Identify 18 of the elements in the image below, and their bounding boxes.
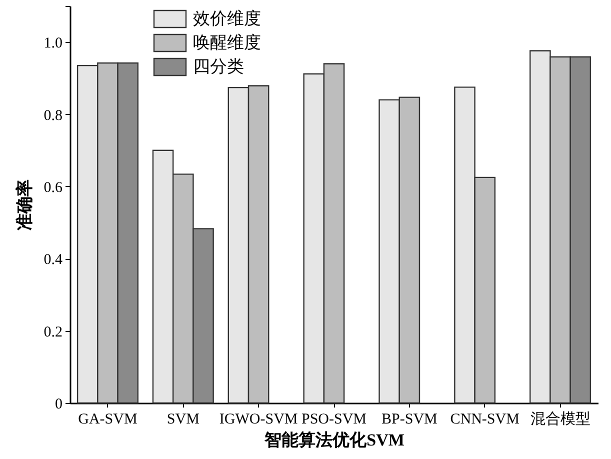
y-tick-label: 0.4 bbox=[44, 252, 63, 268]
y-tick-label: 0.6 bbox=[44, 180, 63, 196]
x-tick-label: IGWO-SVM bbox=[219, 412, 298, 428]
x-tick-label: 混合模型 bbox=[530, 410, 590, 428]
y-tick-label: 0.2 bbox=[44, 324, 62, 340]
x-tick-label: BP-SVM bbox=[382, 412, 438, 428]
x-tick-label: SVM bbox=[166, 412, 200, 428]
y-tick-label: 0 bbox=[55, 396, 62, 412]
y-tick-label: 0.8 bbox=[44, 108, 62, 124]
x-tick-label: CNN-SVM bbox=[450, 412, 520, 428]
legend-label: 效价维度 bbox=[193, 9, 261, 29]
legend-label: 四分类 bbox=[193, 57, 244, 77]
y-tick-label: 1.0 bbox=[44, 36, 62, 52]
y-axis-title: 准确率 bbox=[14, 180, 35, 230]
x-axis-title: 智能算法优化SVM bbox=[264, 430, 404, 450]
x-tick-label: PSO-SVM bbox=[301, 412, 367, 428]
x-tick-label: GA-SVM bbox=[78, 412, 138, 428]
legend-label: 唤醒维度 bbox=[193, 33, 261, 53]
